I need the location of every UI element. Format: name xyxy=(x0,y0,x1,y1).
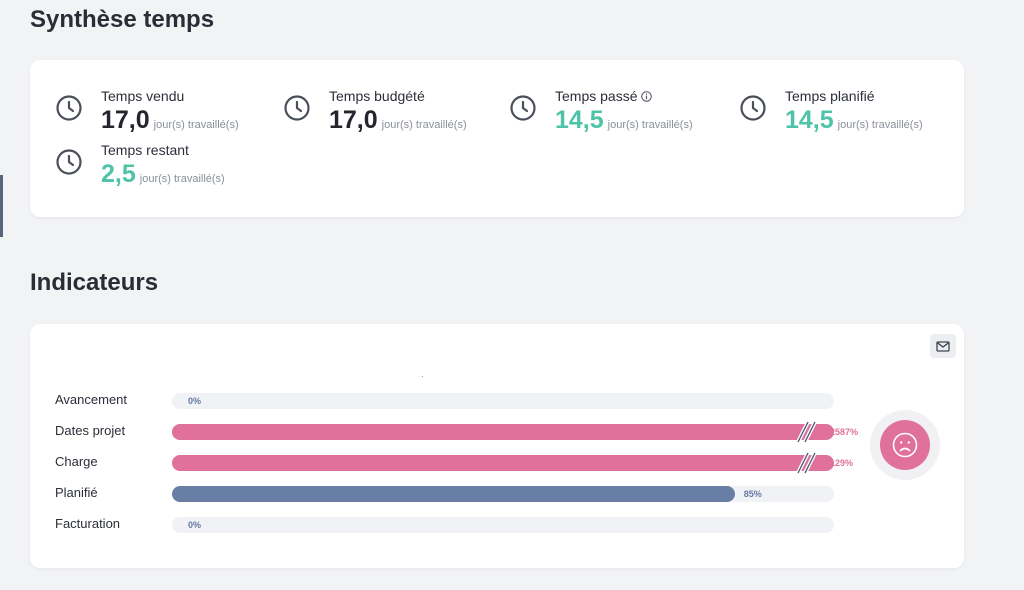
chart-dot xyxy=(422,376,423,377)
clock-icon xyxy=(740,95,766,121)
stat-label: Temps budgété xyxy=(329,88,425,104)
stat-value: 17,0 xyxy=(101,106,150,134)
section-title-synthese: Synthèse temps xyxy=(30,6,215,33)
indicator-percent: 85% xyxy=(743,489,762,499)
stat-value-wrap: 17,0 jour(s) travaillé(s) xyxy=(329,105,467,140)
indicator-row: Planifié 85% xyxy=(30,485,964,503)
stat-unit: jour(s) travaillé(s) xyxy=(607,119,693,131)
indicator-name: Facturation xyxy=(55,516,121,531)
clock-icon xyxy=(510,95,536,121)
progress-fill xyxy=(172,424,834,440)
indicator-name: Charge xyxy=(55,454,98,469)
stat-unit: jour(s) travaillé(s) xyxy=(153,119,239,131)
clock-icon xyxy=(284,95,310,121)
stat-label: Temps restant xyxy=(101,142,189,158)
stat-value-wrap: 17,0 jour(s) travaillé(s) xyxy=(101,105,239,140)
stat-label: Temps vendu xyxy=(101,88,185,104)
stat-label: Temps passé xyxy=(555,88,638,104)
indicator-row: Avancement 0% xyxy=(30,392,964,410)
progress-fill xyxy=(172,455,834,471)
progress-track: 129% xyxy=(172,452,853,474)
indicator-row: Dates projet 2587% xyxy=(30,421,964,443)
mood-indicator xyxy=(870,410,940,480)
section-title-indicateurs: Indicateurs xyxy=(30,269,159,296)
stat-unit: jour(s) travaillé(s) xyxy=(837,119,923,131)
progress-track: 0% xyxy=(172,517,834,533)
mood-badge xyxy=(880,420,930,470)
stat-value: 2,5 xyxy=(101,160,136,188)
stat-unit: jour(s) travaillé(s) xyxy=(139,173,225,185)
sad-face-icon xyxy=(892,432,918,458)
indicator-name: Avancement xyxy=(55,392,128,407)
indicator-percent: 0% xyxy=(188,520,202,530)
clock-icon xyxy=(56,149,82,175)
stat-value-wrap: 14,5 jour(s) travaillé(s) xyxy=(785,105,923,140)
progress-track: 85% xyxy=(172,486,834,502)
stat-unit: jour(s) travaillé(s) xyxy=(381,119,467,131)
overflow-break-icon xyxy=(796,421,817,443)
stat-label: Temps planifié xyxy=(785,88,875,104)
indicator-row: Charge 129% xyxy=(30,452,964,474)
stat-value: 14,5 xyxy=(555,106,604,134)
progress-track: 2587% xyxy=(172,421,858,443)
progress-fill xyxy=(172,486,735,502)
info-icon[interactable] xyxy=(641,91,653,102)
indicator-percent: 2587% xyxy=(830,427,859,437)
side-accent-bar xyxy=(0,175,3,237)
indicateurs-card: Avancement 0% Dates projet 2587% Charge 129% P… xyxy=(30,324,964,568)
stat-label-wrap: Temps passé xyxy=(555,88,653,104)
stat-value: 14,5 xyxy=(785,106,834,134)
clock-icon xyxy=(56,95,82,121)
synthese-card: Temps vendu 17,0 jour(s) travaillé(s) Tem… xyxy=(30,60,964,217)
overflow-break-icon xyxy=(796,452,817,474)
email-button[interactable] xyxy=(930,334,956,358)
stat-value: 17,0 xyxy=(329,106,378,134)
progress-track: 0% xyxy=(172,393,834,409)
indicator-name: Dates projet xyxy=(55,423,126,438)
indicator-percent: 129% xyxy=(830,458,854,468)
stat-value-wrap: 2,5 jour(s) travaillé(s) xyxy=(101,159,225,194)
mail-icon xyxy=(936,340,950,352)
stat-value-wrap: 14,5 jour(s) travaillé(s) xyxy=(555,105,693,140)
indicator-name: Planifié xyxy=(55,485,98,500)
indicator-row: Facturation 0% xyxy=(30,516,964,534)
indicator-percent: 0% xyxy=(188,396,202,406)
